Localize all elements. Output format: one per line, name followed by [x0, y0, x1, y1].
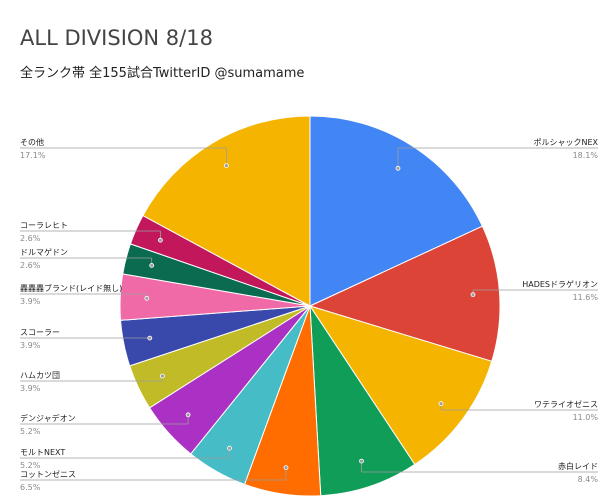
- pie-slices: [119, 115, 501, 497]
- slice-1: [309, 115, 484, 307]
- slice-2-label-dot: [470, 292, 476, 298]
- chart-title: ALL DIVISION 8/18: [20, 26, 213, 50]
- slice-6-label: モルトNEXT: [20, 448, 65, 457]
- slice-6-percent: 5.2%: [20, 461, 41, 470]
- slice-6-label-dot: [227, 445, 232, 451]
- slice-3-percent: 11.0%: [573, 413, 599, 422]
- slice-5-label-dot: [283, 465, 289, 471]
- slice-1-percent: 18.1%: [573, 151, 599, 160]
- slice-7-percent: 5.2%: [20, 427, 41, 436]
- slice-8-percent: 3.9%: [20, 384, 41, 393]
- slice-4-label: 赤白レイド: [558, 461, 598, 471]
- slice-13: [142, 115, 311, 307]
- slice-13-percent: 17.1%: [20, 151, 46, 160]
- slice-13-label-dot: [223, 163, 229, 169]
- slice-1-label-dot: [395, 165, 401, 171]
- slice-11-percent: 2.6%: [20, 261, 41, 270]
- slice-1-label: ポルシャックNEX: [533, 138, 598, 147]
- slice-10-label: 轟轟轟ブランド(レイド無し): [20, 283, 122, 293]
- slice-2-label: HADESドラゲリオン: [522, 279, 598, 289]
- slice-9-label: スコーラー: [20, 328, 60, 337]
- slice-9-percent: 3.9%: [20, 341, 41, 350]
- pie-labels: ポルシャックNEX 18.1% HADESドラゲリオン 11.6% ワテライオゼニス 11…: [20, 137, 599, 492]
- slice-3-label: ワテライオゼニス: [534, 399, 598, 409]
- slice-12-label-dot: [157, 237, 163, 243]
- slice-3-label-dot: [438, 401, 444, 407]
- slice-2: [308, 225, 501, 362]
- slice-11-label: ドルマゲドン: [20, 247, 68, 257]
- slice-11-label-dot: [149, 262, 155, 268]
- slice-7-label-dot: [185, 412, 191, 418]
- slice-4-percent: 8.4%: [578, 475, 599, 484]
- slice-12-label: コーラレヒト: [20, 221, 68, 230]
- slice-4-label-dot: [359, 458, 364, 464]
- slice-10-label-dot: [144, 295, 150, 301]
- slice-5-label: コットンゼニス: [20, 469, 76, 479]
- slice-10-percent: 3.9%: [20, 297, 41, 306]
- chart-subtitle: 全ランク帯 全155試合TwitterID @sumamame: [20, 66, 305, 81]
- slice-9-label-dot: [147, 335, 153, 341]
- slice-8-label-dot: [159, 373, 165, 379]
- slice-7-label: デンジャデオン: [20, 413, 76, 423]
- slice-2-percent: 11.6%: [573, 293, 599, 302]
- slice-13-label: その他: [20, 137, 44, 147]
- slice-3: [308, 305, 493, 466]
- slice-4: [309, 304, 416, 497]
- slice-12-percent: 2.6%: [20, 234, 41, 243]
- slice-8-label: ハムカツ団: [20, 371, 60, 380]
- slice-5-percent: 6.5%: [20, 483, 41, 492]
